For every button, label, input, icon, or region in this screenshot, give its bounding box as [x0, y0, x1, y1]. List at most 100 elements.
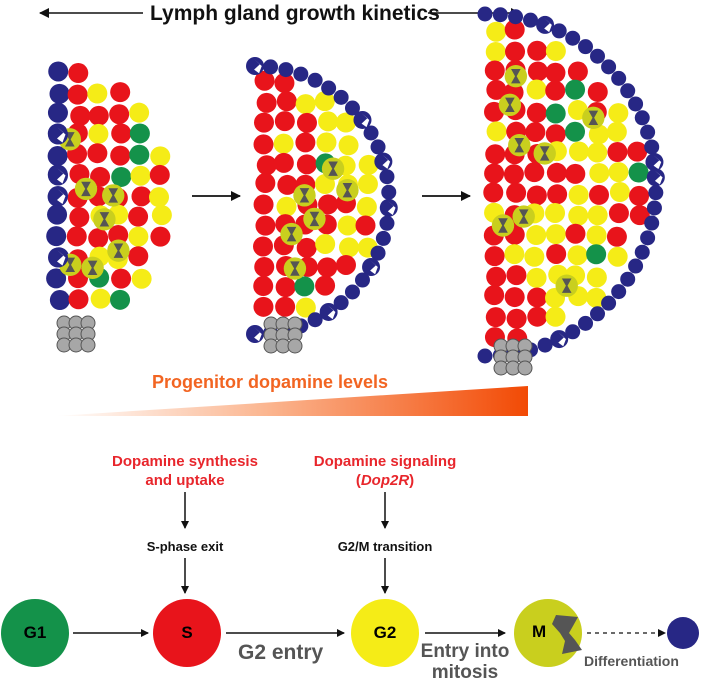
progenitor-cell [109, 104, 130, 125]
progenitor-cell [608, 162, 629, 183]
s-phase-exit-label: S-phase exit [146, 539, 224, 554]
g2-label: G2 [373, 623, 397, 642]
differentiated-cell [508, 9, 524, 25]
mitotic-figure-icon [558, 332, 566, 347]
progenitor-cell [66, 226, 87, 247]
progenitor-cell [607, 142, 628, 163]
progenitor-cell [586, 244, 607, 265]
progenitor-cell [274, 111, 295, 132]
progenitor-cell [314, 91, 335, 112]
progenitor-cell [607, 246, 628, 267]
diagram-title: Lymph gland growth kinetics [150, 2, 440, 25]
differentiated-cell [648, 185, 664, 201]
differentiated-cell [644, 139, 660, 155]
differentiated-cell [363, 125, 379, 141]
progenitor-cell [68, 63, 89, 84]
progenitor-cell [131, 186, 152, 207]
progenitor-cell [46, 268, 67, 289]
progenitor-cell [338, 135, 359, 156]
progenitor-cell [526, 185, 547, 206]
differentiated-cell [578, 39, 594, 55]
progenitor-cell [46, 226, 67, 247]
progenitor-cell [609, 182, 630, 203]
progenitor-cell [606, 121, 627, 142]
progenitor-cell [108, 225, 129, 246]
progenitor-cell [90, 288, 111, 309]
mitotic-figure-icon [57, 127, 66, 143]
mitotic-figure-icon [653, 155, 662, 170]
progenitor-cell [588, 184, 609, 205]
progenitor-cell [128, 246, 149, 267]
mitotic-figure-icon [382, 154, 391, 169]
progenitor-cell [588, 124, 609, 145]
differentiated-cell [601, 295, 617, 311]
progenitor-cell [608, 103, 629, 124]
progenitor-cell [545, 224, 566, 245]
progenitor-cell [486, 266, 507, 287]
progenitor-cell [629, 185, 650, 206]
mitotic-figure-icon [299, 188, 310, 203]
posterior-cell [287, 338, 303, 354]
progenitor-cell [524, 246, 545, 267]
mitotic-figure-icon [561, 278, 572, 293]
differentiated-cell [634, 244, 650, 260]
progenitor-cell [545, 80, 566, 101]
differentiated-cell [263, 59, 279, 75]
synthesis-label-line1: Dopamine synthesis [112, 453, 258, 470]
progenitor-cell [110, 145, 131, 166]
progenitor-cell [503, 164, 524, 185]
differentiated-cell [354, 272, 370, 288]
progenitor-cell [486, 79, 507, 100]
dopamine-gradient-wedge [55, 386, 528, 416]
differentiated-cell [375, 230, 391, 246]
progenitor-cell [254, 70, 275, 91]
differentiated-cell [565, 30, 581, 46]
progenitor-cell [47, 146, 68, 167]
differentiated-cell [492, 7, 508, 23]
progenitor-cell [527, 61, 548, 82]
progenitor-cell [567, 245, 588, 266]
differentiated-cell [611, 70, 627, 86]
progenitor-cell [545, 62, 566, 83]
progenitor-cell [111, 268, 132, 289]
progenitor-cell [110, 82, 131, 103]
progenitor-cell [253, 194, 274, 215]
differentiation-label: Differentiation [584, 653, 679, 669]
mitotic-figure-icon [254, 59, 262, 74]
mitotic-figure-icon [309, 211, 320, 227]
mitotic-figure-icon [290, 261, 300, 276]
mitotic-figure-icon [87, 260, 98, 276]
progenitor-cell [47, 102, 68, 123]
posterior-cell [517, 360, 533, 376]
progenitor-cell [88, 105, 109, 126]
differentiated-cell [370, 245, 386, 261]
mitotic-figure-icon [57, 188, 66, 204]
progenitor-cell [128, 206, 149, 227]
progenitor-cell [506, 182, 527, 203]
differentiated-cell [611, 284, 627, 300]
progenitor-cell [254, 112, 275, 133]
differentiated-cell [537, 337, 553, 353]
progenitor-cell [506, 308, 527, 329]
progenitor-cell [628, 162, 649, 183]
differentiated-cell [477, 348, 493, 364]
s-label: S [181, 623, 193, 642]
progenitor-cell [485, 41, 506, 62]
progenitor-cell [486, 121, 507, 142]
differentiated-cell-circle [667, 617, 699, 649]
progenitor-cell [526, 102, 547, 123]
differentiated-cell [333, 295, 349, 311]
progenitor-cell [505, 41, 526, 62]
progenitor-cell [149, 187, 170, 208]
progenitor-cell [315, 275, 336, 296]
progenitor-cell [587, 81, 608, 102]
progenitor-cell [526, 267, 547, 288]
mitotic-figure-icon [588, 110, 599, 126]
progenitor-cell [587, 205, 608, 226]
progenitor-cell [545, 124, 566, 145]
differentiated-cell [644, 215, 660, 231]
progenitor-cell [358, 154, 379, 175]
differentiated-cell [344, 284, 360, 300]
progenitor-cell [275, 277, 296, 298]
progenitor-cell [275, 296, 296, 317]
